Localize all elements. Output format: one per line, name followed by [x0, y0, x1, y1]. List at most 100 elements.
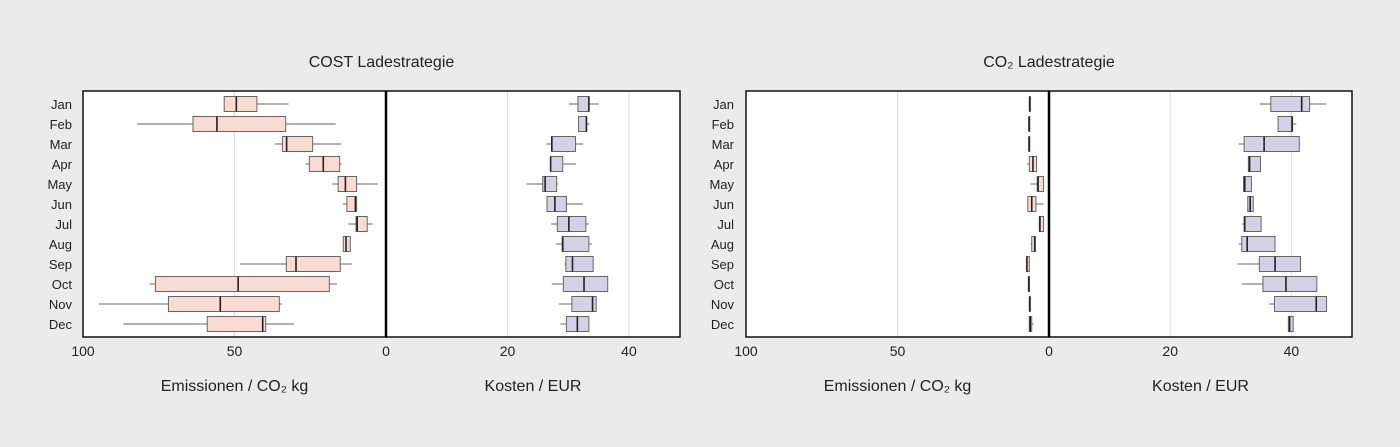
box-aug [1238, 236, 1276, 252]
box-iqr [1036, 176, 1045, 192]
box-oct [1241, 276, 1318, 292]
box-jan [1259, 96, 1326, 112]
cost-panel: 20 40 Kosten / EUR [1048, 90, 1353, 395]
box-jul [1242, 216, 1262, 232]
tick-label: 0 [382, 343, 390, 359]
box-iqr [1273, 296, 1328, 312]
box-iqr [308, 156, 341, 172]
box-jan [1028, 96, 1031, 112]
chart-1: COST Ladestrategie Jan Feb Mar Apr May Jun Jul A… [47, 54, 681, 395]
box-iqr [355, 216, 368, 232]
box-dec [560, 316, 590, 332]
box-apr [305, 156, 342, 172]
category-label: Sep [711, 257, 734, 272]
box-iqr [281, 136, 314, 152]
category-label: Dec [49, 317, 73, 332]
box-iqr [1247, 156, 1261, 172]
tick-label: 40 [621, 343, 637, 359]
box-iqr [577, 96, 590, 112]
box-feb [1277, 116, 1297, 132]
category-label: Oct [714, 277, 735, 292]
tick-label: 50 [227, 343, 243, 359]
box-iqr [562, 276, 609, 292]
category-label: Feb [50, 117, 72, 132]
box-sep [564, 256, 594, 272]
box-iqr [206, 316, 267, 332]
box-jun [1027, 196, 1044, 212]
box-dec [1287, 316, 1294, 332]
box-apr [549, 156, 577, 172]
tick-label: 0 [1045, 343, 1053, 359]
box-jan [223, 96, 289, 112]
category-label: Jun [713, 197, 734, 212]
box-iqr [542, 176, 558, 192]
chart-title: COST Ladestrategie [309, 54, 455, 71]
box-may [1243, 176, 1252, 192]
box-nov [1028, 296, 1031, 312]
box-sep [240, 256, 352, 272]
box-aug [342, 236, 351, 252]
box-jul [551, 216, 589, 232]
category-label: Aug [49, 237, 72, 252]
tick-label: 100 [71, 343, 95, 359]
box-iqr [1243, 136, 1300, 152]
category-label: Sep [49, 257, 72, 272]
category-label: May [709, 177, 734, 192]
box-nov [1268, 296, 1328, 312]
box-iqr [337, 176, 358, 192]
box-oct [149, 276, 337, 292]
x-axis-label: Emissionen / CO₂ kg [161, 378, 309, 395]
box-iqr [1243, 176, 1252, 192]
box-may [1030, 176, 1045, 192]
box-iqr [565, 256, 594, 272]
box-iqr [192, 116, 287, 132]
category-label: Nov [49, 297, 73, 312]
box-mar [546, 136, 584, 152]
box-jun [342, 196, 358, 212]
box-iqr [154, 276, 330, 292]
box-iqr [346, 196, 358, 212]
category-label: Feb [712, 117, 734, 132]
x-axis-label: Kosten / EUR [485, 378, 582, 395]
box-iqr [285, 256, 341, 272]
box-iqr [223, 96, 258, 112]
box-jan [568, 96, 599, 112]
box-may [526, 176, 558, 192]
box-oct [1027, 276, 1030, 292]
category-label: Apr [714, 157, 735, 172]
box-iqr [546, 196, 567, 212]
x-axis-label: Kosten / EUR [1152, 378, 1249, 395]
plot-area [386, 91, 680, 337]
box-iqr [561, 236, 590, 252]
tick-label: 40 [1284, 343, 1300, 359]
box-apr [1027, 156, 1038, 172]
category-label: Mar [712, 137, 735, 152]
box-iqr [1270, 96, 1311, 112]
box-iqr [167, 296, 280, 312]
box-jun [1247, 196, 1254, 212]
box-feb [1028, 116, 1031, 132]
box-iqr [1262, 276, 1318, 292]
box-sep [1026, 256, 1030, 272]
box-dec [1028, 316, 1034, 332]
box-iqr [556, 216, 587, 232]
tick-label: 50 [890, 343, 906, 359]
emission-panel: 100 50 0 Emissionen / CO₂ kg [71, 90, 390, 395]
category-label: Nov [711, 297, 735, 312]
box-mar [275, 136, 341, 152]
tick-label: 20 [500, 343, 516, 359]
box-iqr [571, 296, 597, 312]
box-iqr [550, 156, 564, 172]
category-label: Jan [51, 97, 72, 112]
chart-title: CO₂ Ladestrategie [983, 54, 1115, 71]
tick-label: 100 [734, 343, 758, 359]
box-aug [1030, 236, 1036, 252]
category-label: Oct [52, 277, 73, 292]
box-iqr [1243, 216, 1262, 232]
box-iqr [578, 116, 587, 132]
category-label: Mar [50, 137, 73, 152]
category-label: Jul [717, 217, 734, 232]
box-iqr [1277, 116, 1294, 132]
box-mar [1238, 136, 1300, 152]
